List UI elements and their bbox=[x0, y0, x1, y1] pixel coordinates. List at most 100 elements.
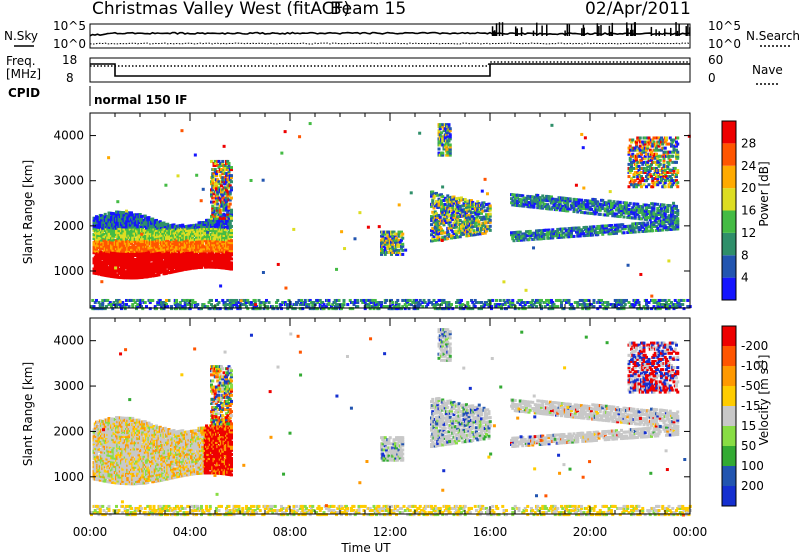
heatmap-cell bbox=[336, 303, 340, 307]
heatmap-cell bbox=[146, 244, 150, 248]
heatmap-cell bbox=[178, 305, 182, 309]
heatmap-cell bbox=[107, 237, 111, 241]
heatmap-cell bbox=[407, 307, 411, 311]
heatmap-cell bbox=[438, 123, 442, 127]
heatmap-cell bbox=[556, 229, 560, 233]
heatmap-cell bbox=[455, 225, 458, 229]
heatmap-cell bbox=[130, 211, 133, 215]
heatmap-cell bbox=[447, 232, 451, 236]
heatmap-cell bbox=[445, 145, 448, 149]
heatmap-cell bbox=[123, 235, 127, 239]
heatmap-cell bbox=[213, 261, 217, 265]
heatmap-cell bbox=[225, 192, 228, 196]
heatmap-cell bbox=[603, 230, 607, 234]
heatmap-cell bbox=[451, 307, 455, 311]
heatmap-cell bbox=[115, 255, 118, 259]
heatmap-cell bbox=[226, 190, 230, 194]
heatmap-cell bbox=[523, 236, 527, 240]
heatmap-cell bbox=[686, 298, 690, 302]
heatmap-cell bbox=[593, 229, 597, 233]
heatmap-cell bbox=[228, 184, 232, 188]
heatmap-cell bbox=[110, 270, 113, 274]
heatmap-cell bbox=[246, 307, 250, 311]
heatmap-cell bbox=[461, 228, 465, 232]
heatmap-cell bbox=[478, 232, 482, 236]
heatmap-cell bbox=[181, 268, 185, 272]
heatmap-cell bbox=[586, 233, 590, 237]
heatmap-cell bbox=[431, 227, 435, 231]
heatmap-cell bbox=[312, 307, 316, 311]
heatmap-cell bbox=[212, 186, 216, 190]
heatmap-cell bbox=[431, 198, 435, 202]
heatmap-cell bbox=[213, 202, 217, 206]
heatmap-cell bbox=[448, 145, 452, 149]
heatmap-cell bbox=[100, 214, 103, 218]
heatmap-cell bbox=[516, 201, 520, 205]
heatmap-cell bbox=[163, 267, 167, 271]
heatmap-cell bbox=[143, 216, 147, 220]
heatmap-cell bbox=[401, 305, 405, 309]
heatmap-cell bbox=[512, 239, 516, 243]
heatmap-cell bbox=[217, 301, 221, 305]
heatmap-cell bbox=[521, 194, 525, 198]
heatmap-cell bbox=[195, 260, 198, 264]
heatmap-cell bbox=[148, 232, 152, 236]
heatmap-cell bbox=[546, 203, 550, 207]
heatmap-cell bbox=[225, 198, 228, 202]
heatmap-cell bbox=[136, 223, 140, 227]
heatmap-cell bbox=[403, 307, 407, 311]
freq-right-tick-bottom: 0 bbox=[708, 71, 716, 85]
heatmap-cell bbox=[430, 204, 433, 208]
heatmap-cell bbox=[448, 129, 452, 133]
heatmap-cell bbox=[391, 236, 395, 240]
heatmap-cell bbox=[556, 305, 560, 309]
heatmap-cell bbox=[217, 190, 221, 194]
heatmap-cell bbox=[205, 241, 208, 245]
heatmap-cell bbox=[230, 231, 233, 235]
heatmap-cell bbox=[581, 307, 585, 311]
heatmap-cell bbox=[546, 230, 550, 234]
heatmap-cell bbox=[95, 249, 98, 253]
heatmap-cell bbox=[682, 307, 686, 311]
heatmap-cell bbox=[577, 232, 581, 236]
heatmap-cell bbox=[346, 303, 350, 307]
heatmap-cell bbox=[590, 303, 593, 307]
heatmap-cell bbox=[603, 305, 607, 309]
heatmap-cell bbox=[97, 221, 101, 225]
heatmap-cell bbox=[636, 298, 640, 302]
heatmap-cell bbox=[205, 265, 208, 269]
heatmap-cell bbox=[443, 235, 447, 239]
heatmap-cell bbox=[230, 251, 233, 255]
heatmap-cell bbox=[230, 263, 233, 267]
heatmap-cell bbox=[112, 214, 116, 218]
heatmap-cell bbox=[446, 305, 450, 309]
heatmap-cell bbox=[392, 307, 396, 311]
heatmap-cell bbox=[128, 227, 132, 231]
heatmap-cell bbox=[400, 234, 403, 238]
heatmap-cell bbox=[258, 307, 262, 311]
heatmap-cell bbox=[517, 298, 521, 302]
heatmap-cell bbox=[640, 307, 643, 311]
heatmap-cell bbox=[127, 221, 131, 225]
heatmap-cell bbox=[448, 127, 452, 131]
heatmap-cell bbox=[403, 303, 407, 307]
heatmap-cell bbox=[116, 267, 120, 271]
heatmap-cell bbox=[427, 301, 431, 305]
heatmap-cell bbox=[227, 180, 231, 184]
heatmap-cell bbox=[210, 263, 213, 267]
heatmap-cell bbox=[518, 303, 522, 307]
heatmap-cell bbox=[130, 241, 133, 245]
heatmap-cell bbox=[458, 218, 462, 222]
heatmap-cell bbox=[222, 221, 226, 225]
heatmap-cell bbox=[117, 218, 121, 222]
heatmap-cell bbox=[443, 231, 447, 235]
heatmap-cell bbox=[262, 307, 266, 311]
heatmap-cell bbox=[466, 303, 470, 307]
heatmap-cell bbox=[673, 225, 677, 229]
heatmap-cell bbox=[111, 307, 115, 311]
heatmap-cell bbox=[185, 237, 188, 241]
heatmap-cell bbox=[530, 203, 533, 207]
heatmap-cell bbox=[396, 240, 400, 244]
heatmap-cell bbox=[442, 147, 446, 151]
heatmap-cell bbox=[316, 298, 320, 302]
